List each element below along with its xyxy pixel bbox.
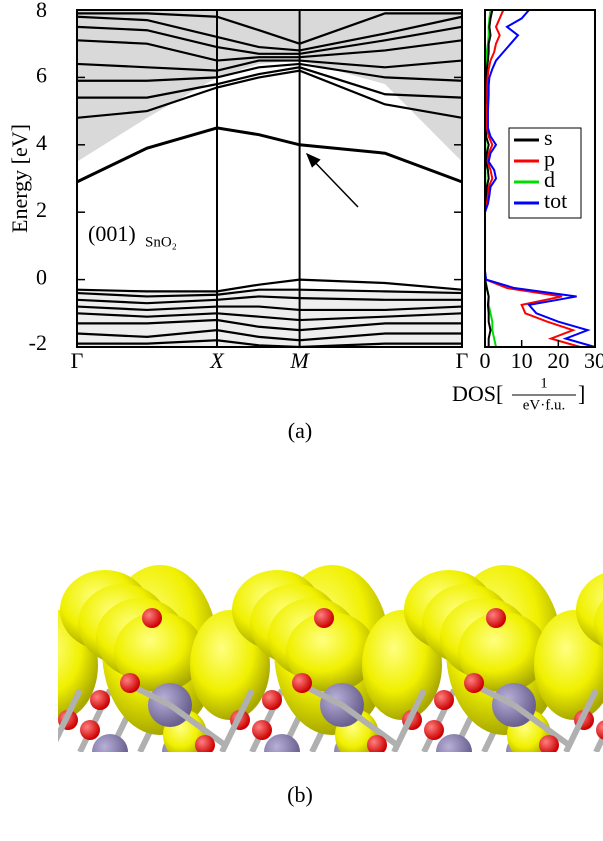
isosurface: [594, 600, 603, 648]
isosurface: [0, 612, 32, 692]
band-line: [76, 305, 463, 312]
bond: [340, 702, 399, 748]
oxygen-atom: [314, 608, 334, 628]
x-tick-label: Γ: [456, 348, 469, 373]
x-tick-label: 20: [547, 348, 569, 373]
band-line: [77, 318, 462, 332]
y-tick-label: 2: [36, 197, 47, 222]
oxygen-atom: [292, 673, 312, 693]
band-line: [77, 62, 463, 82]
oxygen-atom: [120, 673, 140, 693]
y-tick-label: 8: [36, 0, 47, 22]
oxygen-atom: [464, 673, 484, 693]
annotation: (001): [88, 221, 136, 246]
oxygen-atom: [596, 720, 603, 740]
legend-label: p: [544, 146, 555, 171]
tin-atom: [264, 734, 300, 752]
x-axis-label-denominator: eV·f.u.: [523, 397, 565, 413]
oxygen-atom: [262, 690, 282, 710]
x-axis-label: ]: [578, 381, 585, 406]
oxygen-atom: [539, 735, 559, 752]
x-tick-label: M: [289, 348, 310, 373]
tin-atom: [436, 734, 472, 752]
isosurface: [0, 710, 35, 760]
arrow: [305, 152, 359, 208]
caption: (a): [288, 418, 312, 443]
legend-label: tot: [544, 188, 567, 213]
band-line: [76, 278, 463, 293]
band-line: [76, 25, 463, 55]
band-line: [76, 329, 462, 342]
annotation-subscript: SnO₂: [145, 234, 177, 250]
isosurface: [114, 612, 204, 692]
x-tick-label: X: [209, 348, 225, 373]
plot-frame: [76, 9, 463, 348]
oxygen-atom: [80, 720, 100, 740]
projected-bulk-region: [77, 10, 462, 162]
isosurface-render: [0, 563, 603, 770]
bond: [563, 688, 599, 752]
x-tick-label: Γ: [71, 348, 84, 373]
isosurface: [0, 598, 14, 678]
band-line: [76, 288, 463, 298]
tin-atom: [0, 683, 20, 727]
tin-atom: [92, 734, 128, 752]
x-axis-label: DOS[: [452, 381, 503, 406]
isosurface: [286, 612, 376, 692]
plot-frame: [484, 9, 596, 348]
y-tick-label: 4: [36, 130, 47, 155]
band-line: [77, 339, 462, 349]
bond: [58, 688, 83, 743]
band-line: [77, 66, 463, 99]
oxygen-atom: [195, 735, 215, 752]
oxygen-atom: [90, 690, 110, 710]
legend-label: d: [544, 167, 555, 192]
legend-label: s: [544, 125, 553, 150]
oxygen-atom: [434, 690, 454, 710]
bond: [391, 688, 427, 752]
band-line: [76, 59, 463, 72]
y-tick-label: -2: [29, 330, 47, 355]
y-tick-label: 0: [36, 265, 47, 290]
caption: (b): [287, 782, 313, 807]
bond: [219, 688, 255, 752]
x-tick-label: 10: [511, 348, 533, 373]
band-line: [76, 126, 463, 184]
oxygen-atom: [486, 608, 506, 628]
band-line: [77, 12, 462, 45]
y-tick-label: 6: [36, 62, 47, 87]
band-line: [76, 39, 463, 62]
oxygen-atom: [23, 735, 43, 755]
tin-atom: [0, 734, 26, 770]
x-tick-label: 30: [584, 348, 603, 373]
bond: [0, 690, 28, 752]
band-line: [76, 295, 462, 305]
dos-line: [484, 9, 581, 348]
oxygen-atom: [367, 735, 387, 752]
bond: [512, 702, 571, 748]
band-line: [76, 312, 463, 322]
oxygen-atom: [142, 608, 162, 628]
band-line: [76, 15, 463, 52]
bond: [593, 730, 603, 752]
dos-line: [484, 9, 494, 347]
dos-line: [484, 9, 596, 348]
bond: [0, 705, 53, 745]
y-axis-label: Energy [eV]: [7, 124, 32, 233]
bond: [168, 702, 227, 748]
x-tick-label: 0: [480, 348, 491, 373]
oxygen-atom: [252, 720, 272, 740]
band-line: [76, 69, 463, 119]
oxygen-atom: [424, 720, 444, 740]
isosurface: [458, 612, 548, 692]
isosurface: [534, 610, 603, 720]
isosurface: [0, 565, 46, 735]
x-axis-label-numerator: 1: [540, 375, 548, 391]
